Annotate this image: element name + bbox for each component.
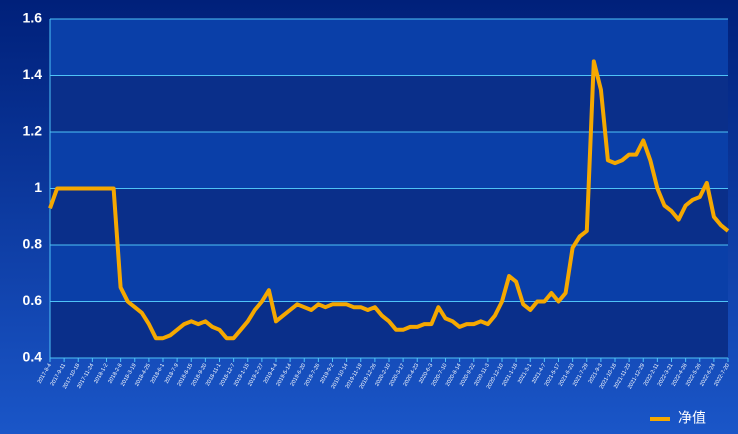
- band: [50, 75, 728, 132]
- band: [50, 188, 728, 245]
- band: [50, 301, 728, 358]
- y-tick-label: 1.6: [23, 10, 43, 26]
- band: [50, 132, 728, 189]
- y-tick-label: 1.2: [23, 123, 43, 139]
- line: [48, 59, 730, 341]
- y-tick-label: 0.8: [23, 236, 43, 252]
- band: [50, 19, 728, 76]
- y-tick-label: 0.6: [23, 292, 43, 308]
- band: [50, 245, 728, 302]
- y-tick-label: 1: [34, 179, 42, 195]
- y-tick-label: 1.4: [23, 66, 43, 82]
- legend-label: 净值: [678, 410, 706, 426]
- y-tick-label: 0.4: [23, 349, 43, 365]
